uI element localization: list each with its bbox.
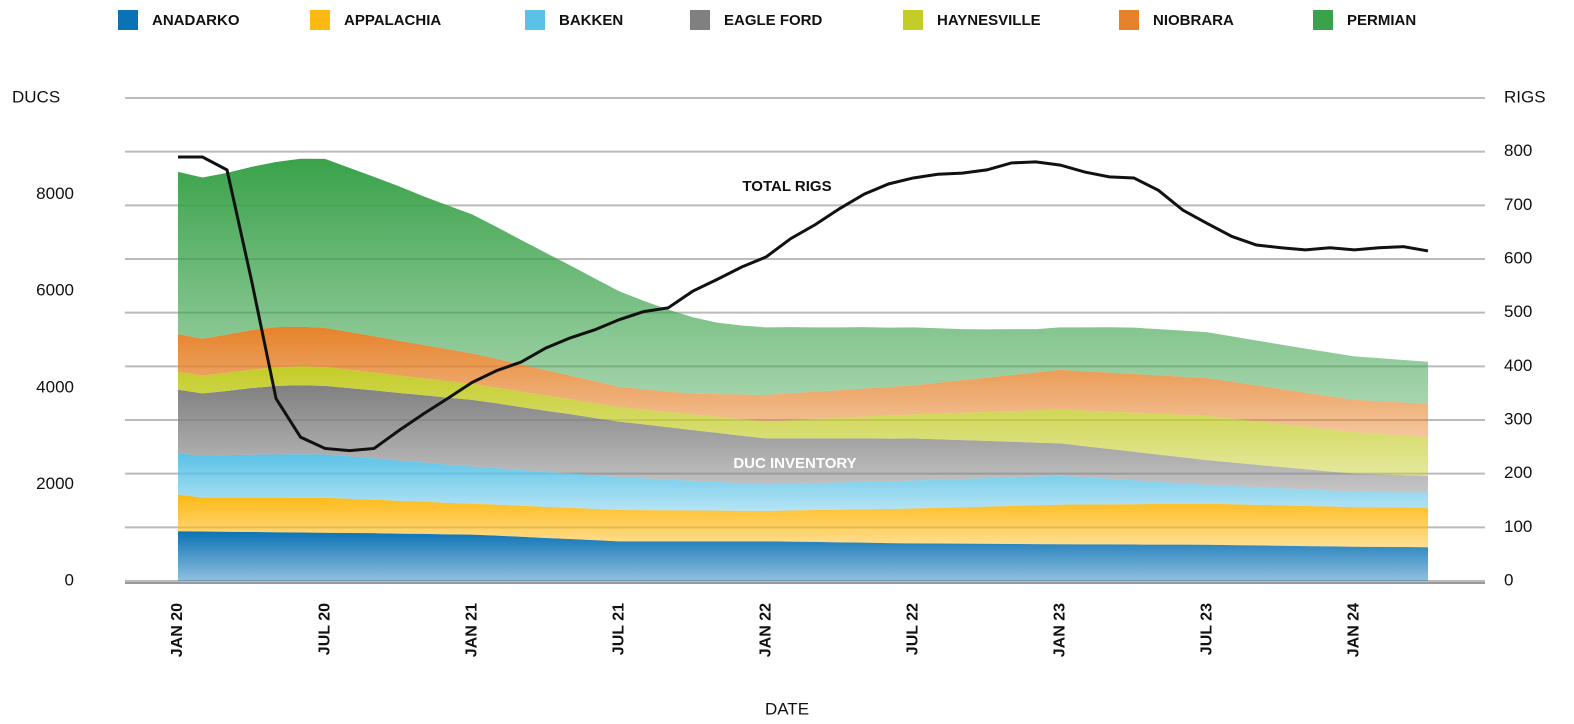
area [178, 531, 1428, 581]
legend-swatch [903, 10, 923, 30]
y-tick-label: 0 [65, 570, 74, 589]
y-tick-label: 4000 [36, 377, 74, 396]
y2-tick-label: 500 [1504, 302, 1532, 321]
y2-tick-label: 400 [1504, 356, 1532, 375]
legend-swatch [525, 10, 545, 30]
legend-swatch [690, 10, 710, 30]
x-tick-label: JUL 23 [1199, 603, 1216, 655]
y2-tick-label: 700 [1504, 195, 1532, 214]
x-axis-label: DATE [765, 699, 809, 718]
area [178, 158, 1428, 404]
x-tick-label: JAN 20 [169, 603, 186, 657]
y2-tick-label: 200 [1504, 463, 1532, 482]
x-tick-label: JUL 20 [316, 603, 333, 655]
x-tick-label: JAN 21 [463, 603, 480, 657]
y2-tick-label: 100 [1504, 517, 1532, 536]
x-tick-label: JAN 23 [1052, 603, 1069, 657]
y2-tick-label: 300 [1504, 409, 1532, 428]
y-axis-label: DUCS [12, 87, 60, 106]
rig-line [178, 155, 1429, 453]
y-tick-label: 6000 [36, 281, 74, 300]
annotation: DUC INVENTORY [733, 455, 856, 472]
y-tick-label: 2000 [36, 474, 74, 493]
x-tick-label: JAN 24 [1346, 603, 1363, 657]
area [178, 326, 1428, 438]
legend-swatch [1313, 10, 1333, 30]
y2-tick-label: 0 [1504, 570, 1513, 589]
area [178, 385, 1428, 493]
y2-tick-label: 600 [1504, 248, 1532, 267]
area [178, 453, 1428, 511]
legend-swatch [310, 10, 330, 30]
legend-swatch [118, 10, 138, 30]
annotation: TOTAL RIGS [742, 178, 831, 195]
legend-label: HAYNESVILLE [937, 12, 1041, 29]
y-tick-label: 8000 [36, 184, 74, 203]
legend-swatch [1119, 10, 1139, 30]
y2-axis-label: RIGS [1504, 87, 1546, 106]
legend-label: ANADARKO [152, 12, 240, 29]
y2-tick-label: 800 [1504, 141, 1532, 160]
x-tick-label: JUL 22 [905, 603, 922, 655]
legend-label: APPALACHIA [344, 12, 441, 29]
x-tick-label: JUL 21 [610, 603, 627, 655]
area [178, 366, 1428, 476]
legend-label: EAGLE FORD [724, 12, 823, 29]
legend-label: NIOBRARA [1153, 12, 1234, 29]
legend-label: PERMIAN [1347, 12, 1416, 29]
legend-label: BAKKEN [559, 12, 623, 29]
x-tick-label: JAN 22 [757, 603, 774, 657]
area [178, 494, 1428, 548]
